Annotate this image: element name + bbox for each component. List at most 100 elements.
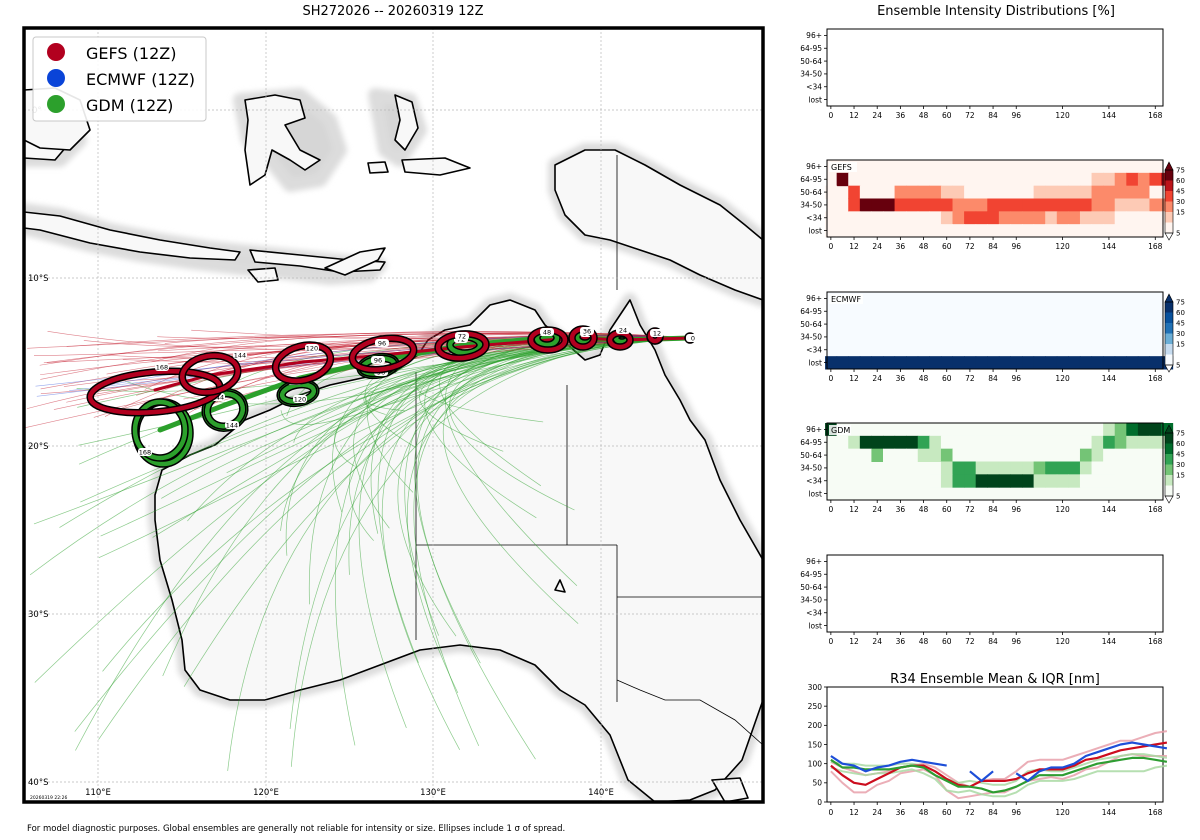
colorbar-tick-label: 75 (1176, 167, 1185, 175)
panel-frame (826, 554, 1164, 633)
heatmap-cell (1149, 423, 1162, 437)
heatmap-cell (1126, 198, 1139, 212)
hour-label-text: 120 (294, 396, 306, 404)
heatmap-cell (940, 185, 954, 199)
heatmap-cell (859, 172, 872, 187)
x-tick-label: 60 (942, 111, 952, 120)
heatmap-cell (906, 172, 919, 187)
heatmap-cell (1022, 435, 1035, 450)
heatmap-cell (836, 435, 849, 450)
heatmap-cell (906, 185, 919, 199)
x-tick-label: 120 (1055, 111, 1070, 120)
heatmap-cell (1149, 172, 1162, 187)
hour-label-text: 168 (156, 364, 168, 372)
heatmap-cell (825, 435, 838, 450)
heatmap-cell (871, 185, 884, 199)
heatmap-cell (1068, 356, 1081, 370)
panel-label-bg (829, 162, 857, 172)
heatmap-cell (1068, 448, 1081, 462)
timor-land (324, 247, 386, 276)
heatmap-cell (1010, 474, 1023, 488)
panel-frame (826, 28, 1164, 107)
heatmap-cell (917, 172, 930, 187)
y-tick-label: 50-64 (800, 320, 822, 329)
heatmap-cell (1103, 185, 1116, 199)
heatmap-cell (871, 211, 884, 225)
x-tick-label: 168 (1148, 111, 1163, 120)
heatmap-cell (825, 356, 838, 370)
x-tick-label: 84 (988, 637, 998, 646)
heatmap-cell (1056, 172, 1069, 187)
lon-label: 130°E (420, 788, 446, 798)
heatmap-cell (1045, 435, 1058, 450)
heatmap-cell (1056, 224, 1069, 238)
heatmap-cell (952, 185, 965, 199)
y-tick-label: 64-95 (800, 438, 822, 447)
hour-label-text: 36 (583, 328, 591, 336)
x-tick-label: 84 (988, 242, 998, 251)
heatmap-cell (883, 185, 896, 199)
heatmap-cell (883, 172, 896, 187)
hour-label-bg (155, 363, 169, 371)
heatmap-cell (906, 423, 919, 437)
heatmap-cell (883, 211, 896, 225)
r34-x-tick-label: 72 (965, 808, 975, 817)
heatmap-cell (1068, 211, 1081, 225)
heatmap-cell (1010, 356, 1023, 370)
heatmap-cell (836, 448, 849, 462)
y-tick-label: 96+ (806, 294, 822, 303)
y-tick-label: 96+ (806, 557, 822, 566)
hour-label-text: 144 (212, 394, 224, 402)
gdm-mean-line (830, 756, 1168, 794)
r34-panel: R34 Ensemble Mean & IQR [nm] 0 50 100 150 20… (808, 672, 1168, 817)
y-tick-label: 50-64 (800, 583, 822, 592)
heatmap-cell (1091, 211, 1104, 225)
heatmap-cell (1114, 185, 1127, 199)
heatmap-cell (964, 435, 977, 450)
colorbar-extend-top (1164, 161, 1174, 171)
heatmap-cell (883, 224, 896, 238)
heatmap-cell (894, 435, 907, 450)
heatmap-cell (1045, 461, 1058, 475)
x-tick-label: 72 (965, 242, 975, 251)
map-timestamp: 20260319 22:26 (30, 795, 67, 801)
heatmap-cell (871, 224, 884, 238)
gdm-ellipse (132, 399, 188, 461)
heatmap-cell (1045, 198, 1058, 212)
heatmap-cell (1033, 211, 1046, 225)
colorbar-tick-label: 15 (1176, 472, 1185, 480)
colorbar-tick-label: 75 (1176, 430, 1185, 438)
x-tick-label: 60 (942, 242, 952, 251)
x-tick-label: 120 (1055, 505, 1070, 514)
hour-label-text: 96 (374, 357, 382, 365)
gefs-iqr-upper-line (830, 730, 1168, 788)
x-tick-label: 48 (919, 505, 929, 514)
colorbar-extend-bottom (1164, 232, 1174, 241)
lon-label: 110°E (85, 788, 111, 798)
heatmap-cell (825, 185, 838, 199)
heatmap-cell (871, 435, 884, 450)
x-tick-label: 48 (919, 637, 929, 646)
heatmap-cell (1033, 172, 1046, 187)
x-tick-label: 72 (965, 111, 975, 120)
heatmap-cell (952, 211, 965, 225)
heatmap-cell (1033, 435, 1046, 450)
gefs-hour-label: 144 (233, 351, 247, 360)
heatmap-cell (825, 448, 838, 462)
heatmap-cell (952, 356, 965, 370)
hour-label-bg (375, 339, 389, 347)
heatmap-cell (1022, 474, 1035, 488)
heatmap-cell (1137, 224, 1150, 238)
x-tick-label: 48 (919, 374, 929, 383)
x-tick-label: 36 (896, 374, 906, 383)
hour-label-bg (233, 351, 247, 359)
r34-x-tick-label: 60 (942, 808, 952, 817)
heatmap-cell (1103, 423, 1116, 437)
heatmap-cell (825, 224, 838, 238)
heatmap-cell (987, 198, 1000, 212)
colorbar-tick-label: 60 (1176, 309, 1185, 317)
x-tick-label: 0 (828, 505, 833, 514)
heatmap-cell (1010, 185, 1023, 199)
heatmap-cell (964, 474, 977, 488)
heatmap-cell (1137, 198, 1150, 212)
